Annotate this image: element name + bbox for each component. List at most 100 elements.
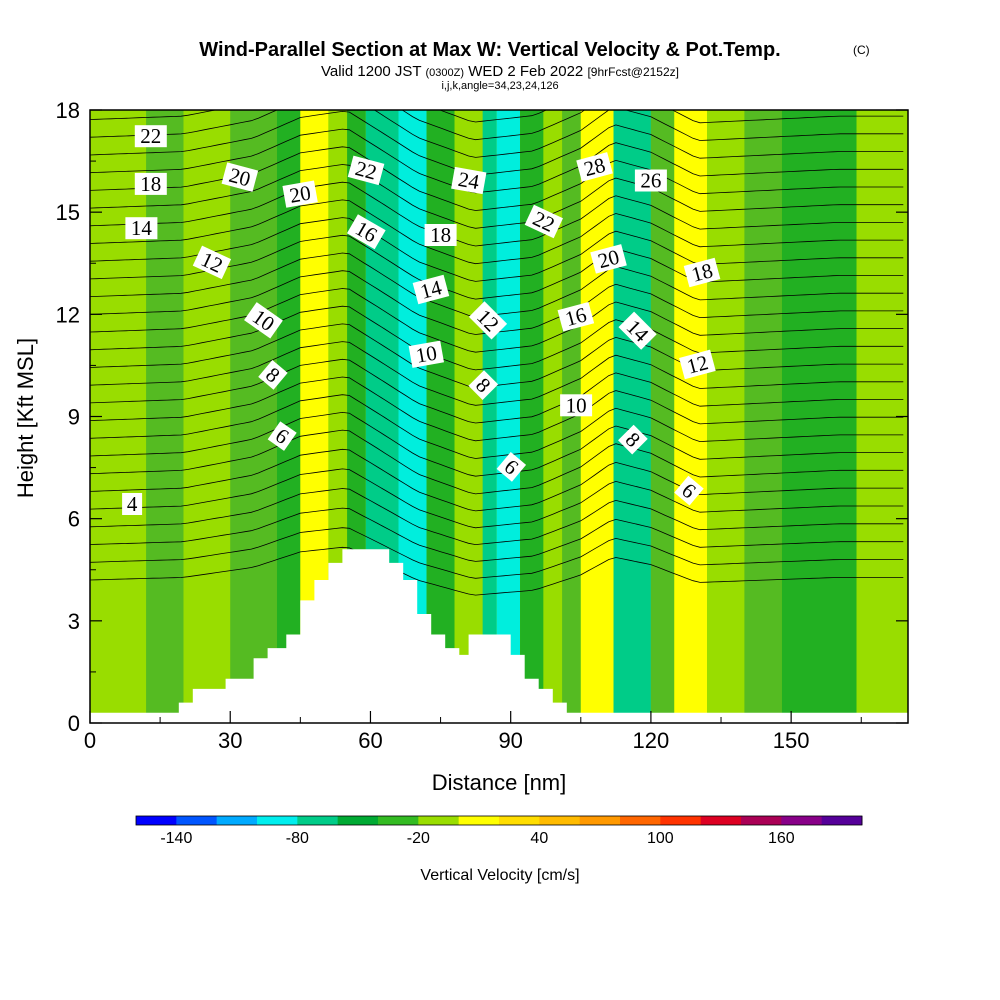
colorbar-bin xyxy=(821,816,863,825)
contour-label: 20 xyxy=(590,244,627,274)
isentrope-line xyxy=(90,394,904,459)
isentrope-line xyxy=(90,468,904,529)
velocity-band xyxy=(707,110,745,723)
contour-label-text: 18 xyxy=(430,223,451,247)
contour-label-bg xyxy=(468,301,508,340)
contour-label: 12 xyxy=(679,349,716,380)
contour-label: 18 xyxy=(134,172,167,196)
colorbar-tick-label: -140 xyxy=(160,830,192,847)
contour-label-bg xyxy=(590,244,627,274)
velocity-band xyxy=(744,110,782,723)
colorbar-tick-label: 40 xyxy=(530,830,548,847)
x-tick-label: 60 xyxy=(358,728,382,753)
contour-label: 14 xyxy=(125,216,158,240)
valid-prefix: Valid 1200 JST xyxy=(321,63,421,80)
contour-label-bg xyxy=(122,493,143,515)
contour-label-bg xyxy=(683,257,721,288)
colorbar-bin xyxy=(579,816,621,825)
contour-label-bg xyxy=(451,166,487,195)
contour-label: 22 xyxy=(134,124,167,148)
isentrope-line xyxy=(90,411,904,477)
contour-label: 10 xyxy=(560,393,593,417)
colorbar-tick-label: 100 xyxy=(647,830,674,847)
contour-label-bg xyxy=(424,224,457,246)
velocity-field xyxy=(90,110,908,723)
contour-label-bg xyxy=(125,217,158,240)
contour-label-bg xyxy=(618,424,648,455)
grid-indices: i,j,k,angle=34,23,24,126 xyxy=(441,80,558,92)
contour-label-bg xyxy=(679,349,716,380)
contour-label: 26 xyxy=(634,169,667,193)
colorbar xyxy=(135,815,863,826)
y-tick-label: 9 xyxy=(68,405,80,430)
contour-label: 18 xyxy=(683,257,721,288)
colorbar-bin xyxy=(458,816,500,825)
isentrope-line xyxy=(90,288,904,353)
velocity-band xyxy=(482,110,497,723)
contour-label-bg xyxy=(634,169,667,192)
isentrope-line xyxy=(90,358,904,424)
colorbar-tick-label: -80 xyxy=(286,830,309,847)
contour-label-text: 10 xyxy=(414,341,439,368)
velocity-band xyxy=(781,110,857,723)
contour-label: 20 xyxy=(282,180,318,208)
contour-label: 22 xyxy=(347,155,385,186)
contour-label-text: 22 xyxy=(140,124,161,148)
x-axis-label: Distance [nm] xyxy=(432,770,567,795)
contour-label: 16 xyxy=(557,301,595,332)
contour-label-text: 10 xyxy=(566,393,587,417)
velocity-band xyxy=(580,110,614,723)
colorbar-label: Vertical Velocity [cm/s] xyxy=(420,867,579,884)
contour-label: 12 xyxy=(192,245,232,280)
colorbar-bin xyxy=(257,816,298,825)
contour-label-bg xyxy=(347,155,385,186)
x-tick-label: 0 xyxy=(84,728,96,753)
isentrope-line xyxy=(90,527,904,579)
x-tick-label: 150 xyxy=(773,728,810,753)
colorbar-bin xyxy=(337,816,379,825)
isentrope-line xyxy=(90,429,904,495)
velocity-band xyxy=(183,110,231,723)
chart-title: Wind-Parallel Section at Max W: Vertical… xyxy=(199,39,780,61)
contour-label-text: 4 xyxy=(127,492,138,516)
velocity-band xyxy=(146,110,184,723)
x-tick-label: 120 xyxy=(633,728,670,753)
contour-label-text: 14 xyxy=(131,216,153,240)
isentrope-line xyxy=(90,507,904,562)
contour-label-bg xyxy=(557,301,595,332)
contour-label-bg xyxy=(468,370,499,400)
isentrope-line xyxy=(90,181,904,247)
velocity-band xyxy=(426,110,455,723)
colorbar-bin xyxy=(700,816,742,825)
contour-label: 20 xyxy=(221,162,259,192)
contour-label-text: 18 xyxy=(140,172,161,196)
isentrope-line xyxy=(90,110,904,158)
contour-label: 10 xyxy=(408,341,444,368)
contour-label-bg xyxy=(674,475,704,506)
velocity-band xyxy=(454,110,483,723)
contour-label-bg xyxy=(618,311,657,350)
isentrope-line xyxy=(90,110,904,141)
x-tick-label: 30 xyxy=(218,728,242,753)
y-tick-label: 15 xyxy=(56,200,80,225)
isentrope-line xyxy=(90,546,904,596)
contour-label-bg xyxy=(267,421,297,451)
y-axis: 0 3 6 9 12 15 18 xyxy=(56,98,908,736)
isentrope-line xyxy=(90,110,904,176)
colorbar-frame xyxy=(135,815,863,826)
velocity-band xyxy=(543,110,563,723)
isentrope-line xyxy=(90,199,904,265)
colorbar-bin xyxy=(781,816,823,825)
contour-label: 6 xyxy=(267,421,297,451)
y-tick-label: 6 xyxy=(68,507,80,532)
contour-label-bg xyxy=(496,451,527,482)
colorbar-bin xyxy=(660,816,702,825)
colorbar-tick-label: -20 xyxy=(407,830,430,847)
isentrope-line xyxy=(90,305,904,371)
contour-label-bg xyxy=(244,302,283,339)
contour-label: 24 xyxy=(451,166,487,195)
colorbar-bin xyxy=(297,816,339,825)
copyright-mark: (C) xyxy=(853,43,870,57)
isentrope-line xyxy=(90,128,904,194)
